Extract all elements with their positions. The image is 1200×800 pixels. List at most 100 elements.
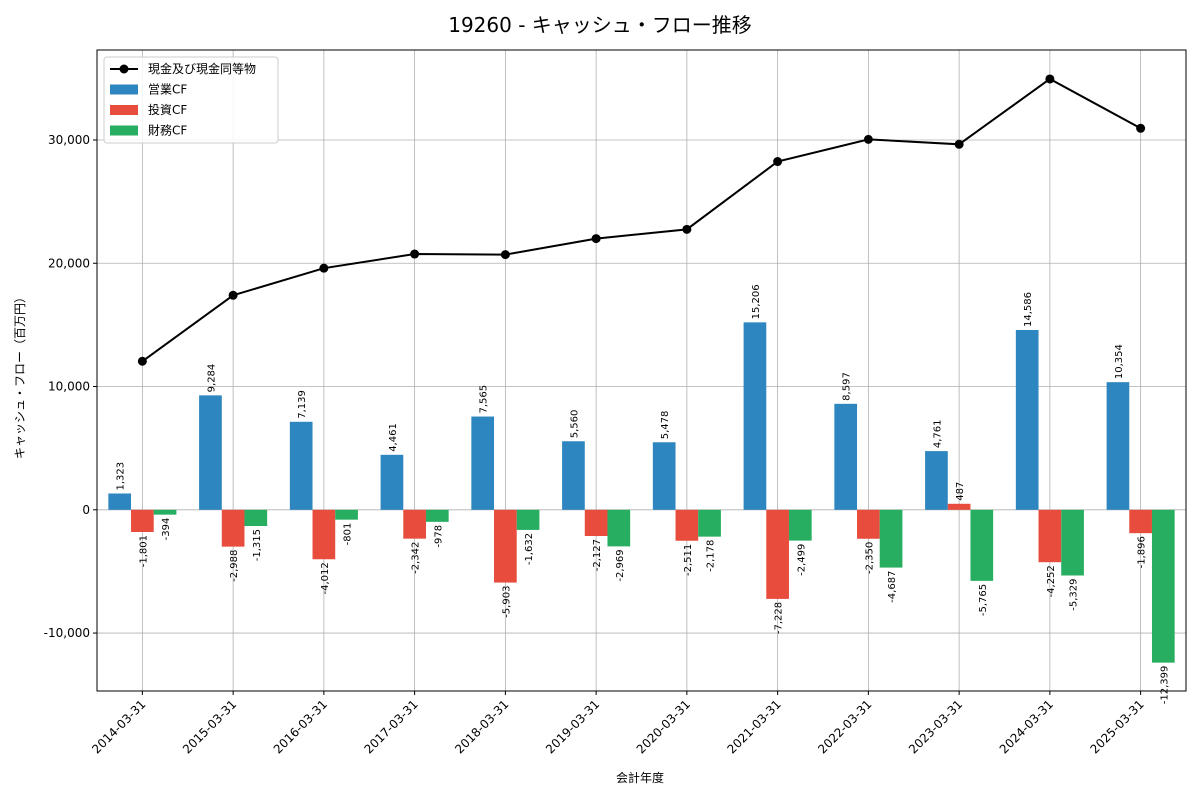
x-tick-label: 2022-03-31 — [815, 697, 874, 756]
bar-value-label: 7,139 — [297, 390, 308, 419]
x-tick-label: 2017-03-31 — [362, 697, 421, 756]
x-tick-label: 2019-03-31 — [543, 697, 602, 756]
bar-value-label: -4,252 — [1046, 565, 1057, 597]
y-tick-label: 30,000 — [48, 133, 90, 147]
bar — [607, 509, 631, 547]
cash-line-point — [682, 224, 692, 234]
cash-line-point — [591, 234, 601, 244]
bar — [312, 509, 336, 560]
bar — [221, 509, 245, 547]
bar-value-label: -801 — [343, 523, 354, 546]
bar — [1015, 329, 1039, 510]
bar-value-label: -5,903 — [501, 586, 512, 618]
y-tick-label: 0 — [82, 503, 90, 517]
bar-value-label: -2,127 — [592, 539, 603, 571]
bar — [1061, 509, 1084, 576]
bar-value-label: -4,012 — [320, 562, 331, 594]
y-tick-label: 20,000 — [48, 256, 90, 270]
bar — [857, 509, 880, 539]
x-axis-label: 会計年度 — [616, 770, 664, 785]
bar-value-label: -2,350 — [864, 542, 875, 574]
cash-line-point — [137, 356, 147, 366]
chart-title: 19260 - キャッシュ・フロー推移 — [448, 13, 752, 37]
bar-value-label: -7,228 — [774, 602, 785, 634]
bar-value-label: 5,560 — [569, 410, 580, 439]
bar — [289, 421, 313, 510]
x-axis-ticks: 2014-03-31 2015-03-31 2016-03-31 2017-03-31… — [89, 691, 1147, 756]
bar-value-label: 7,565 — [479, 385, 490, 414]
bar-value-label: -4,687 — [887, 571, 898, 603]
cash-line-point — [863, 134, 873, 144]
bar — [335, 509, 358, 520]
bar — [1151, 509, 1175, 663]
data-labels: 1,323 9,284 7,139 4,461 7,565 5,560 5,478 15,20… — [116, 284, 1171, 704]
bar-value-label: -1,801 — [138, 535, 149, 567]
bar — [516, 509, 540, 530]
cash-line-point — [319, 263, 329, 273]
plot-frame — [96, 49, 1187, 692]
cash-line-point — [1136, 123, 1146, 133]
bar-value-label: 14,586 — [1023, 292, 1034, 327]
bar — [1106, 382, 1130, 510]
bar-value-label: -2,988 — [229, 550, 240, 582]
y-tick-label: -10,000 — [44, 626, 90, 640]
bar — [766, 509, 789, 599]
bar — [879, 509, 903, 568]
bar — [947, 503, 971, 510]
x-tick-label: 2015-03-31 — [180, 697, 239, 756]
y-axis-ticks: -10,000 0 10,000 20,000 30,000 — [44, 133, 97, 640]
cash-line-point — [410, 249, 420, 259]
bar — [562, 441, 585, 510]
cash-line-point — [500, 250, 510, 260]
bar — [584, 509, 608, 537]
x-tick-label: 2023-03-31 — [906, 697, 965, 756]
bar-value-label: 487 — [955, 482, 966, 501]
bar-value-label: -2,969 — [615, 549, 626, 581]
bar — [244, 509, 268, 527]
bar-value-label: 4,461 — [388, 423, 399, 452]
legend-box — [103, 56, 279, 144]
bar-value-label: 4,761 — [932, 419, 943, 448]
legend-bar-swatch — [110, 105, 138, 115]
bar-value-label: -978 — [433, 525, 444, 548]
bar — [471, 416, 495, 510]
bar — [834, 403, 858, 510]
bar — [131, 509, 154, 532]
legend-point-swatch — [119, 64, 129, 74]
bar-value-label: -2,178 — [706, 540, 717, 572]
bar — [1129, 509, 1152, 534]
bar-value-label: -2,499 — [796, 544, 807, 576]
cash-line-point — [773, 157, 783, 167]
x-tick-label: 2014-03-31 — [89, 697, 148, 756]
cash-line-point — [228, 290, 238, 300]
x-tick-label: 2016-03-31 — [271, 697, 330, 756]
bar — [425, 509, 449, 522]
bars — [108, 322, 1175, 663]
x-tick-label: 2021-03-31 — [725, 697, 784, 756]
bar-value-label: -1,315 — [252, 529, 263, 561]
x-tick-label: 2024-03-31 — [997, 697, 1056, 756]
bar — [788, 509, 812, 541]
bar-value-label: 5,478 — [660, 411, 671, 440]
cash-line-path — [141, 77, 1142, 363]
bar-value-label: -2,511 — [683, 544, 694, 576]
bar — [925, 451, 948, 510]
legend-entry: 財務CF — [148, 123, 187, 138]
bar-value-label: -5,329 — [1069, 578, 1080, 610]
cash-line-point — [954, 139, 964, 149]
bar-value-label: 15,206 — [751, 284, 762, 319]
bar — [970, 509, 994, 581]
bar-value-label: 8,597 — [842, 372, 853, 401]
bar — [743, 322, 767, 510]
bar-value-label: -5,765 — [978, 584, 989, 616]
bar-value-label: -1,896 — [1137, 536, 1148, 568]
legend-entry: 投資CF — [148, 102, 187, 117]
legend-bar-swatch — [110, 84, 138, 95]
y-tick-label: 10,000 — [48, 380, 90, 394]
bar — [675, 509, 699, 541]
bar — [494, 509, 517, 583]
legend-entry: 営業CF — [148, 83, 187, 97]
bar-value-label: -394 — [161, 518, 172, 541]
